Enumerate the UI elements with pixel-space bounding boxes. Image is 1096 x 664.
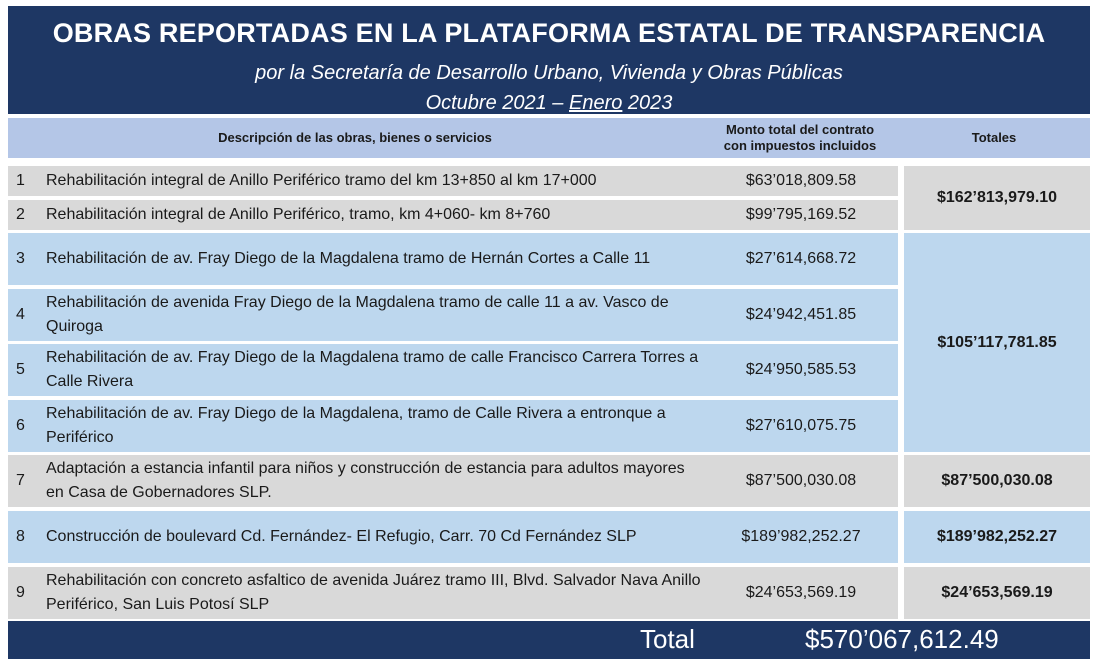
- row-number: 5: [16, 361, 25, 378]
- group-total: $105’117,781.85: [904, 233, 1090, 452]
- row-number: 1: [16, 172, 25, 189]
- report-header: OBRAS REPORTADAS EN LA PLATAFORMA ESTATA…: [8, 6, 1090, 114]
- row-amount: $27’614,668.72: [745, 250, 857, 267]
- row-description: Rehabilitación con concreto asfaltico de…: [46, 572, 701, 613]
- column-header-amount-line2: con impuestos incluidos: [723, 138, 877, 153]
- row-amount: $87’500,030.08: [745, 472, 857, 489]
- report-title: OBRAS REPORTADAS EN LA PLATAFORMA ESTATA…: [52, 18, 1046, 48]
- table-row: 9 Rehabilitación con concreto asfaltico …: [8, 567, 898, 619]
- column-header-totals: Totales: [898, 118, 1090, 158]
- period-end-year: 2023: [622, 92, 673, 114]
- row-description: Rehabilitación de avenida Fray Diego de …: [46, 294, 669, 335]
- row-number: 7: [16, 472, 25, 489]
- row-number: 3: [16, 250, 25, 267]
- table-row: 7 Adaptación a estancia infantil para ni…: [8, 455, 898, 507]
- row-amount: $63’018,809.58: [745, 172, 857, 189]
- column-header-amount-line1: Monto total del contrato: [725, 122, 875, 137]
- column-header-description-label: Descripción de las obras, bienes o servi…: [218, 130, 492, 145]
- column-header-amount: Monto total del contrato con impuestos i…: [702, 118, 898, 158]
- grand-total-label: Total: [640, 624, 695, 654]
- row-number: 4: [16, 306, 25, 323]
- table-row: 6 Rehabilitación de av. Fray Diego de la…: [8, 400, 898, 452]
- row-amount: $24’950,585.53: [745, 361, 857, 378]
- group-total: $162’813,979.10: [904, 166, 1090, 230]
- row-description: Construcción de boulevard Cd. Fernández-…: [46, 528, 637, 545]
- row-description: Rehabilitación de av. Fray Diego de la M…: [46, 250, 651, 267]
- report-period: Octubre 2021 – Enero 2023: [8, 92, 1090, 115]
- period-start: Octubre 2021 –: [425, 92, 569, 114]
- row-description: Adaptación a estancia infantil para niño…: [46, 460, 685, 501]
- table-row: 2 Rehabilitación integral de Anillo Peri…: [8, 200, 898, 230]
- row-description: Rehabilitación de av. Fray Diego de la M…: [46, 349, 699, 390]
- row-amount: $24’942,451.85: [745, 306, 857, 323]
- row-number: 2: [16, 206, 25, 223]
- row-description: Rehabilitación integral de Anillo Perifé…: [46, 206, 551, 223]
- row-description: Rehabilitación de av. Fray Diego de la M…: [46, 405, 666, 446]
- row-amount: $27’610,075.75: [745, 417, 857, 434]
- table-row: 3 Rehabilitación de av. Fray Diego de la…: [8, 233, 898, 285]
- row-amount: $24’653,569.19: [745, 584, 857, 601]
- row-amount: $99’795,169.52: [745, 206, 857, 223]
- row-description: Rehabilitación integral de Anillo Perifé…: [46, 172, 597, 189]
- grand-total-bar: Total $570’067,612.49: [8, 621, 1090, 659]
- row-number: 8: [16, 528, 25, 545]
- period-end-month: Enero: [569, 92, 623, 114]
- report-subtitle: por la Secretaría de Desarrollo Urbano, …: [255, 62, 843, 84]
- grand-total-value: $570’067,612.49: [805, 624, 999, 654]
- group-total: $87’500,030.08: [904, 455, 1090, 507]
- column-header-description: Descripción de las obras, bienes o servi…: [8, 118, 702, 158]
- group-total: $189’982,252.27: [904, 511, 1090, 563]
- table-row: 8 Construcción de boulevard Cd. Fernánde…: [8, 511, 898, 563]
- column-header-totals-label: Totales: [971, 130, 1017, 145]
- table-row: 4 Rehabilitación de avenida Fray Diego d…: [8, 289, 898, 341]
- group-total: $24’653,569.19: [904, 567, 1090, 619]
- row-number: 9: [16, 584, 25, 601]
- table-row: 1 Rehabilitación integral de Anillo Peri…: [8, 166, 898, 196]
- table-row: 5 Rehabilitación de av. Fray Diego de la…: [8, 344, 898, 396]
- row-amount: $189’982,252.27: [741, 528, 861, 545]
- row-number: 6: [16, 417, 25, 434]
